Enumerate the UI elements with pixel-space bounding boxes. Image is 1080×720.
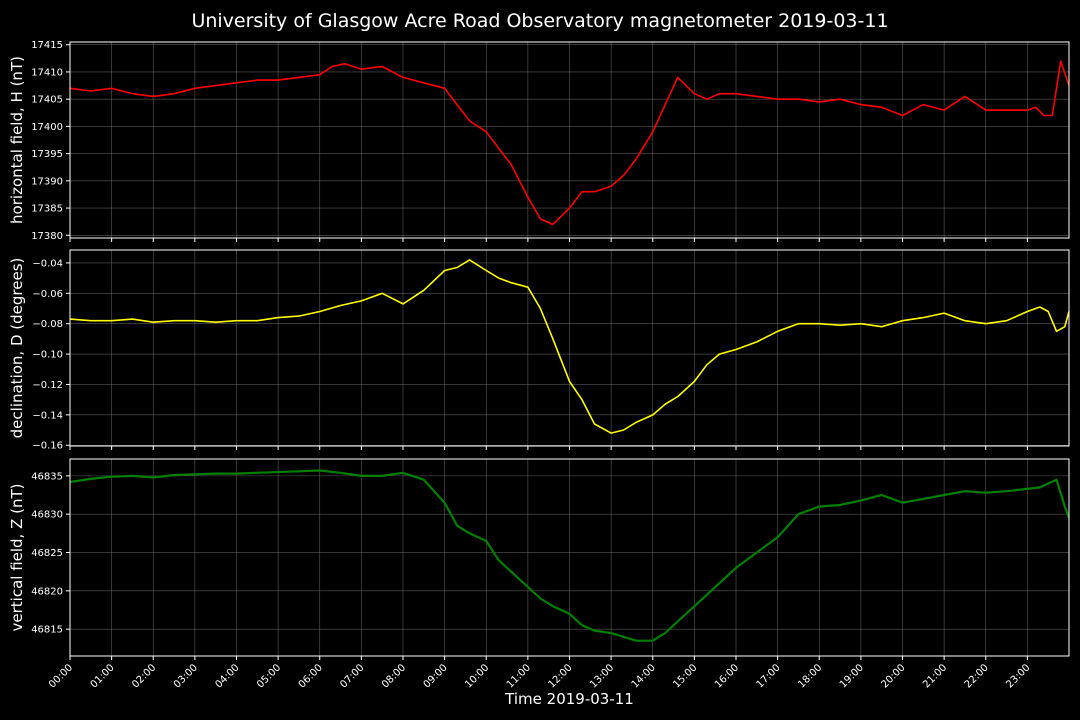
x-tick-label: 23:00 <box>1004 662 1032 690</box>
x-tick-label: 03:00 <box>172 662 200 690</box>
plot-frame <box>69 458 1070 657</box>
x-tick-label: 04:00 <box>213 662 241 690</box>
x-tick-label: 15:00 <box>671 662 699 690</box>
x-tick-label: 05:00 <box>255 662 283 690</box>
y-tick-label: −0.16 <box>32 441 63 452</box>
x-tick-label: 10:00 <box>463 662 491 690</box>
x-tick-label: 11:00 <box>505 662 533 690</box>
x-tick-label: 21:00 <box>921 662 949 690</box>
series-line-0 <box>69 60 1070 226</box>
x-axis-label: Time 2019-03-11 <box>505 690 634 708</box>
y-tick-label: −0.10 <box>32 350 63 361</box>
x-tick-label: 09:00 <box>422 662 450 690</box>
x-tick-label: 01:00 <box>89 662 117 690</box>
y-axis-label: declination, D (degrees) <box>8 258 26 439</box>
y-tick-label: −0.08 <box>32 319 63 330</box>
panel-1: −0.16 −0.14 −0.12 −0.10 −0.08 −0.06 −0.04 decli… <box>8 249 1070 452</box>
x-tick-label: 02:00 <box>130 662 158 690</box>
panel-2: 46815 46820 46825 46830 46835 vertical field,… <box>8 458 1071 660</box>
y-tick-label: 46825 <box>31 548 63 559</box>
x-tick-label: 19:00 <box>838 662 866 690</box>
chart-title: University of Glasgow Acre Road Observat… <box>191 10 889 32</box>
x-tick-label: 08:00 <box>380 662 408 690</box>
y-tick-label: 17400 <box>31 122 63 133</box>
y-tick-label: 46820 <box>31 586 63 597</box>
x-tick-label: 06:00 <box>297 662 325 690</box>
x-tick-label: 16:00 <box>713 662 741 690</box>
x-tick-label: 12:00 <box>546 662 574 690</box>
plot-frame <box>69 41 1070 239</box>
y-tick-label: −0.12 <box>32 380 63 391</box>
x-tick-label: 00:00 <box>47 662 75 690</box>
series-line-2 <box>69 469 1071 642</box>
x-tick-label: 07:00 <box>338 662 366 690</box>
panel-0: 17380 17385 17390 17395 17400 17405 17410 17415… <box>8 40 1070 242</box>
y-tick-label: 17395 <box>31 149 63 160</box>
plot-frame <box>69 249 1070 447</box>
x-tick-label: 13:00 <box>588 662 616 690</box>
series-line-1 <box>69 259 1070 434</box>
x-tick-label: 17:00 <box>755 662 783 690</box>
y-tick-label: −0.06 <box>32 289 63 300</box>
y-axis-label: vertical field, Z (nT) <box>8 483 26 631</box>
x-tick-label: 18:00 <box>796 662 824 690</box>
y-tick-label: 46835 <box>31 471 63 482</box>
y-tick-label: 17405 <box>31 95 63 106</box>
y-tick-label: 46830 <box>31 510 63 521</box>
y-tick-label: 17410 <box>31 67 63 78</box>
y-tick-label: 17415 <box>31 40 63 51</box>
y-tick-label: 17385 <box>31 204 63 215</box>
y-tick-label: 46815 <box>31 625 63 636</box>
x-tick-label: 14:00 <box>630 662 658 690</box>
y-tick-label: 17380 <box>31 231 63 242</box>
x-tick-label: 20:00 <box>879 662 907 690</box>
x-tick-label: 22:00 <box>963 662 991 690</box>
y-tick-label: 17390 <box>31 176 63 187</box>
y-tick-label: −0.14 <box>32 410 63 421</box>
y-tick-label: −0.04 <box>32 258 63 269</box>
y-axis-label: horizontal field, H (nT) <box>8 56 26 224</box>
